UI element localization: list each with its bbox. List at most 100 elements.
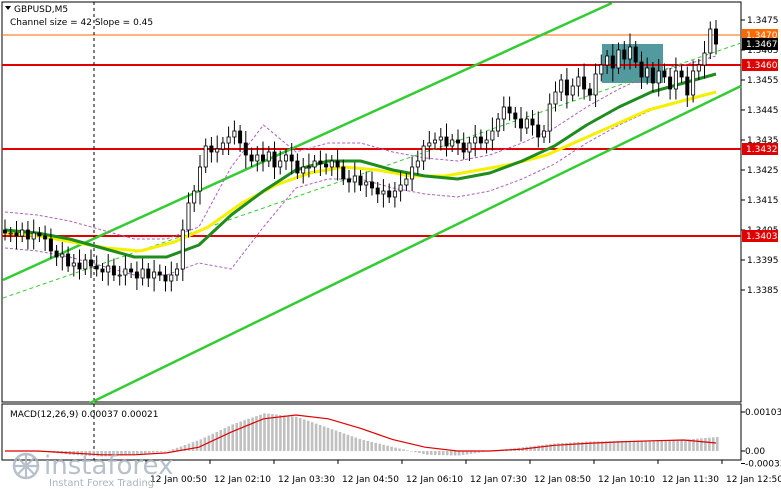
macd-bar: [159, 451, 163, 452]
time-tick-label: 12 Jan 12:50: [726, 475, 781, 485]
macd-bar: [148, 451, 151, 454]
macd-bar: [461, 451, 465, 455]
candle-body: [559, 79, 564, 93]
candle-body: [306, 166, 311, 169]
candle-body: [582, 76, 587, 90]
candle-body: [467, 142, 472, 153]
macd-bar: [310, 422, 314, 451]
candle-body: [381, 190, 386, 195]
macd-bar: [358, 438, 362, 451]
candle-body: [364, 181, 369, 186]
candle-body: [249, 154, 254, 162]
macd-bar: [259, 414, 262, 451]
macd-bar: [386, 445, 389, 451]
brand-tagline: Instant Forex Trading: [49, 478, 154, 489]
macd-bar: [692, 438, 695, 451]
bollinger-upper: [4, 55, 717, 240]
price-tag-label: 1.3460: [746, 61, 778, 71]
macd-bar: [298, 418, 302, 451]
macd-bar: [604, 441, 608, 451]
price-tag-label: 1.3467: [746, 40, 778, 50]
macd-bar: [211, 433, 215, 451]
candle-body: [226, 136, 231, 144]
candle-body: [605, 55, 610, 66]
macd-bar: [592, 441, 596, 451]
time-tick-label: 12 Jan 07:30: [470, 475, 527, 485]
candle-body: [610, 55, 615, 69]
candle-body: [318, 160, 323, 165]
candle-body: [289, 154, 294, 162]
macd-bar: [608, 441, 612, 451]
macd-bar: [132, 451, 135, 455]
candle-body: [31, 232, 36, 240]
candle-body: [593, 73, 598, 96]
candle-body: [3, 229, 8, 234]
candle-body: [507, 106, 512, 114]
macd-bar: [219, 430, 223, 451]
macd-bar: [449, 451, 453, 456]
macd-bar: [612, 441, 616, 451]
macd-bar: [414, 451, 417, 453]
candle-body: [106, 265, 111, 273]
candle-body: [111, 265, 116, 276]
price-tag-label: 1.3403: [746, 232, 778, 242]
candle-body: [628, 46, 633, 60]
price-tag-label: 1.3432: [746, 145, 778, 155]
collapse-arrow-icon[interactable]: [5, 6, 11, 10]
macd-bar: [600, 441, 604, 451]
candle-body: [25, 229, 30, 240]
candle-body: [478, 136, 483, 144]
macd-bar: [457, 451, 461, 456]
candle-body: [238, 130, 243, 144]
macd-bar: [573, 442, 576, 451]
macd-bar: [179, 446, 183, 451]
macd-bar: [382, 444, 385, 451]
macd-bar: [668, 440, 671, 451]
candle-body: [169, 274, 174, 282]
candle-body: [117, 274, 122, 277]
macd-bar: [338, 432, 342, 451]
macd-bar: [652, 440, 655, 451]
candle-body: [152, 271, 157, 279]
candle-body: [691, 70, 696, 96]
candle-body: [186, 202, 191, 231]
candle-body: [639, 61, 644, 78]
macd-bar: [346, 434, 350, 451]
price-tick-label: 1.3445: [747, 106, 779, 116]
candle-body: [134, 271, 139, 279]
macd-bar: [207, 435, 211, 451]
candle-body: [461, 142, 466, 153]
price-tick-label: 1.3385: [747, 286, 779, 296]
candle-body: [519, 118, 524, 129]
candle-body: [369, 181, 374, 189]
candle-body: [197, 166, 202, 192]
candle-body: [100, 268, 105, 273]
price-tag: 1.3403: [742, 230, 778, 242]
time-tick-label: 12 Jan 08:50: [534, 475, 591, 485]
price-tick-label: 1.3395: [747, 256, 779, 266]
candle-body: [387, 190, 392, 198]
candle-body: [352, 175, 357, 183]
macd-bar: [465, 451, 469, 455]
candle-body: [616, 49, 621, 69]
price-tag: 1.3467: [742, 38, 778, 50]
candle-body: [542, 130, 547, 138]
price-tag: 1.3460: [742, 59, 778, 71]
candle-body: [60, 253, 65, 258]
macd-bar: [318, 425, 322, 451]
time-tick-label: 12 Jan 03:30: [278, 475, 335, 485]
macd-bar: [136, 451, 139, 455]
macd-bar: [247, 418, 250, 451]
macd-bar: [664, 440, 667, 451]
candle-body: [375, 187, 380, 195]
candle-body: [662, 70, 667, 78]
macd-bar: [140, 451, 143, 455]
macd-bar: [588, 441, 592, 451]
candle-body: [192, 190, 197, 204]
candle-body: [163, 274, 168, 282]
macd-bar: [708, 437, 711, 451]
time-tick-label: 12 Jan 06:10: [406, 475, 463, 485]
price-tick-label: 1.3425: [747, 166, 779, 176]
candle-body: [455, 139, 460, 144]
candle-body: [83, 259, 88, 270]
